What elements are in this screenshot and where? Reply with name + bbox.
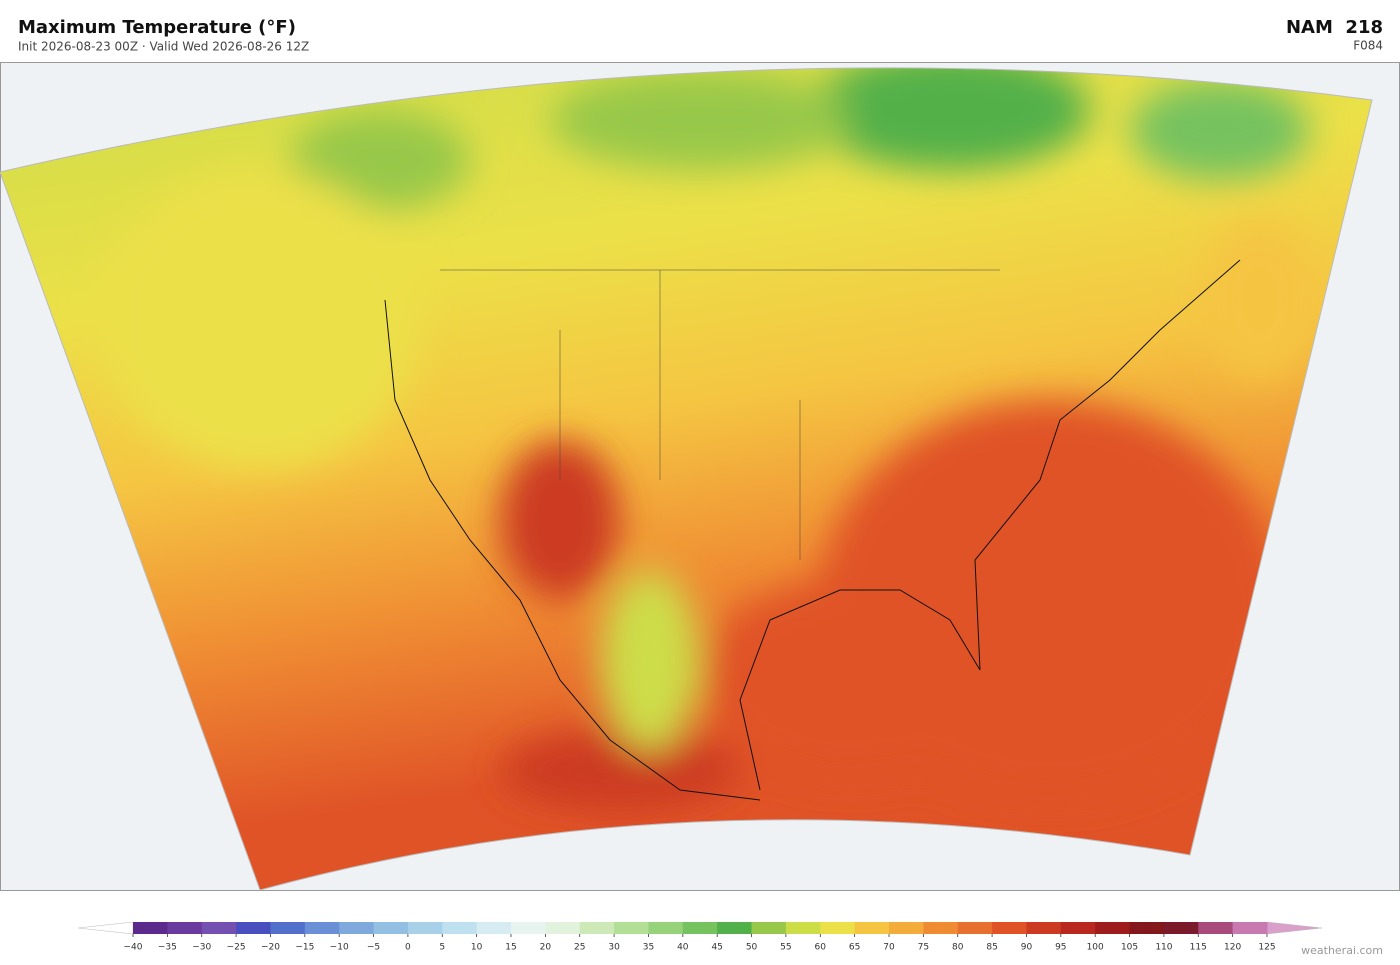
temperature-field: [0, 67, 1372, 890]
colorbar-segment: [889, 922, 924, 934]
colorbar-segment: [339, 922, 375, 934]
colorbar-tick-label: 110: [1155, 943, 1172, 953]
colorbar-tick-label: 25: [574, 943, 585, 953]
colorbar-segment: [133, 922, 168, 934]
colorbar-segment: [1060, 922, 1096, 934]
colorbar-segment: [511, 922, 546, 934]
forecast-hour: F084: [1353, 39, 1383, 53]
model-name: NAM 218: [1286, 17, 1383, 38]
colorbar-segment: [304, 922, 340, 934]
colorbar-segment: [1026, 922, 1062, 934]
colorbar-tick-label: −40: [124, 943, 143, 953]
colorbar-tick-label: 40: [677, 943, 689, 953]
colorbar-segment: [1198, 922, 1234, 934]
colorbar-tick-label: 30: [608, 943, 620, 953]
colorbar-tick-label: 90: [1021, 943, 1033, 953]
colorbar-segment: [614, 922, 649, 934]
colorbar-tick-label: 45: [711, 943, 722, 953]
colorbar-tick-label: 65: [849, 943, 860, 953]
colorbar-tick-label: 100: [1087, 943, 1104, 953]
colorbar-segment: [648, 922, 684, 934]
colorbar-tick-label: 0: [405, 943, 411, 953]
colorbar-tick-label: −20: [261, 943, 280, 953]
domain-outline: [0, 67, 1373, 891]
colorbar-segment: [1129, 922, 1165, 934]
title: Maximum Temperature (°F): [18, 17, 296, 38]
colorbar-segment: [717, 922, 753, 934]
colorbar-tick-label: −15: [295, 943, 314, 953]
colorbar-tick-label: 85: [986, 943, 997, 953]
colorbar-tick-label: 125: [1258, 943, 1275, 953]
colorbar-tick-label: 5: [439, 943, 445, 953]
colorbar-segment: [407, 922, 443, 934]
colorbar-segment: [167, 922, 203, 934]
colorbar-segment: [820, 922, 856, 934]
colorbar-segment: [751, 922, 787, 934]
colorbar-tick-label: −35: [158, 943, 177, 953]
colorbar-segment: [270, 922, 306, 934]
colorbar-tick-label: 20: [540, 943, 552, 953]
colorbar-tick-label: 35: [643, 943, 654, 953]
colorbar: −40 −35 −30 −25 −20 −15 −10 −5 0 5 10 15 20 25 30 35 40 4…: [77, 921, 1323, 953]
colorbar-tick-label: 60: [815, 943, 827, 953]
colorbar-segment: [1095, 922, 1131, 934]
colorbar-under: [77, 921, 134, 935]
colorbar-segment: [236, 922, 271, 934]
colorbar-segment: [923, 922, 959, 934]
colorbar-tick-label: 70: [883, 943, 895, 953]
watermark: weatherai.com: [1301, 944, 1383, 957]
colorbar-segment: [476, 922, 512, 934]
coastline: [384, 259, 1241, 801]
colorbar-tick-label: 15: [505, 943, 516, 953]
colorbar-tick-label: 80: [952, 943, 964, 953]
colorbar-tick-label: 10: [471, 943, 483, 953]
colorbar-tick-label: 120: [1224, 943, 1241, 953]
colorbar-tick-label: 95: [1055, 943, 1066, 953]
colorbar-segment: [545, 922, 581, 934]
colorbar-tick-label: 55: [780, 943, 791, 953]
colorbar-over: [1266, 921, 1323, 935]
colorbar-segment: [854, 922, 890, 934]
colorbar-segment: [785, 922, 821, 934]
colorbar-segment: [682, 922, 718, 934]
colorbar-tick-label: −10: [330, 943, 349, 953]
colorbar-tick-label: −30: [192, 943, 211, 953]
colorbar-tick-label: 50: [746, 943, 758, 953]
colorbar-tick-label: 115: [1190, 943, 1207, 953]
colorbar-tick-label: 105: [1121, 943, 1138, 953]
borders: [440, 269, 1000, 560]
colorbar-segment: [201, 922, 237, 934]
colorbar-segment: [442, 922, 478, 934]
colorbar-tick-label: −5: [367, 943, 380, 953]
map: [0, 62, 1400, 891]
colorbar-segment: [579, 922, 615, 934]
colorbar-segment: [957, 922, 993, 934]
subtitle: Init 2026-08-23 00Z · Valid Wed 2026-08-…: [18, 40, 309, 54]
colorbar-segment: [373, 922, 409, 934]
colorbar-segment: [992, 922, 1027, 934]
colorbar-segment: [1232, 922, 1268, 934]
colorbar-segment: [1163, 922, 1199, 934]
colorbar-tick-label: 75: [918, 943, 929, 953]
colorbar-tick-label: −25: [227, 943, 246, 953]
